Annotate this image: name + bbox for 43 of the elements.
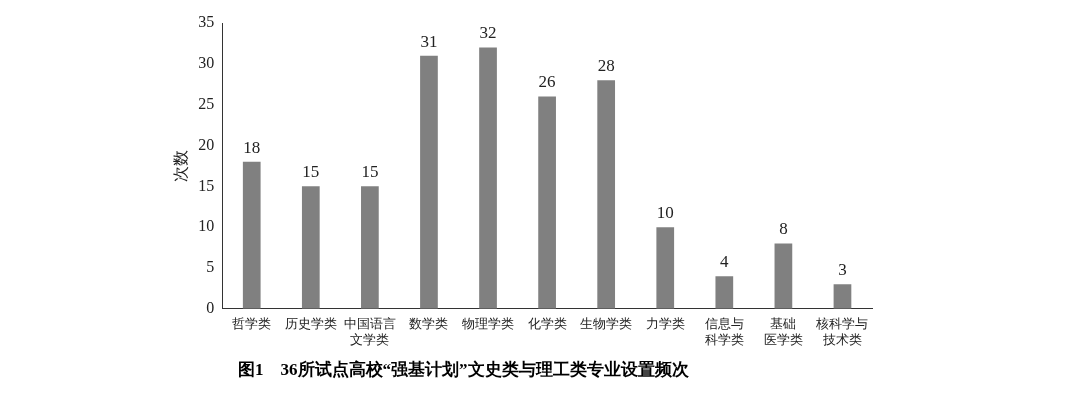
- data-label: 26: [538, 72, 556, 92]
- y-tick-label: 20: [198, 135, 215, 153]
- bar: [833, 284, 852, 309]
- x-tick-label: 物理学类: [462, 316, 515, 332]
- x-tick-label: 核科学与技术类: [815, 316, 869, 347]
- y-tick-label: 0: [206, 299, 215, 316]
- bar: [715, 276, 734, 309]
- x-tick-label: 中国语言文学类: [343, 316, 396, 347]
- x-tick-label: 数学类: [409, 316, 449, 332]
- text: 图1 36所试点高校“强基计划”文史类与理工类专业设置频次: [237, 359, 690, 381]
- y-tick-label: 35: [198, 13, 215, 31]
- x-tick-label: 化学类: [527, 316, 567, 332]
- data-label: 28: [597, 56, 615, 76]
- data-label: 3: [838, 260, 847, 280]
- y-tick-label: 10: [198, 217, 215, 235]
- bar: [242, 161, 261, 309]
- y-tick-label: 25: [198, 94, 215, 112]
- data-label: 18: [243, 137, 261, 157]
- data-label: 31: [420, 31, 438, 51]
- x-tick-label: 信息与科学类: [704, 316, 744, 347]
- y-axis-title: 次数: [171, 149, 189, 182]
- x-tick-label: 历史学类: [284, 316, 337, 332]
- x-tick-label: 生物学类: [580, 316, 633, 332]
- data-label: 4: [720, 252, 730, 272]
- x-tick-label: 力学类: [645, 316, 685, 332]
- y-tick-label: 30: [198, 54, 215, 72]
- y-tick-label: 5: [206, 258, 215, 276]
- y-tick-label: 15: [198, 176, 215, 194]
- bar: [420, 55, 438, 309]
- data-label: 8: [779, 219, 788, 239]
- bar: [301, 186, 320, 309]
- x-tick-label: 哲学类: [232, 316, 272, 332]
- data-label: 32: [479, 23, 497, 43]
- data-label: 10: [656, 203, 674, 223]
- data-label: 15: [361, 162, 379, 182]
- data-label: 15: [302, 162, 320, 182]
- x-tick-label: 基础医学类: [763, 316, 803, 347]
- bar: [538, 96, 556, 309]
- bar: [361, 186, 379, 309]
- bar: [774, 243, 793, 309]
- bar: [479, 47, 497, 309]
- bar: [597, 80, 616, 309]
- bar: [656, 227, 675, 309]
